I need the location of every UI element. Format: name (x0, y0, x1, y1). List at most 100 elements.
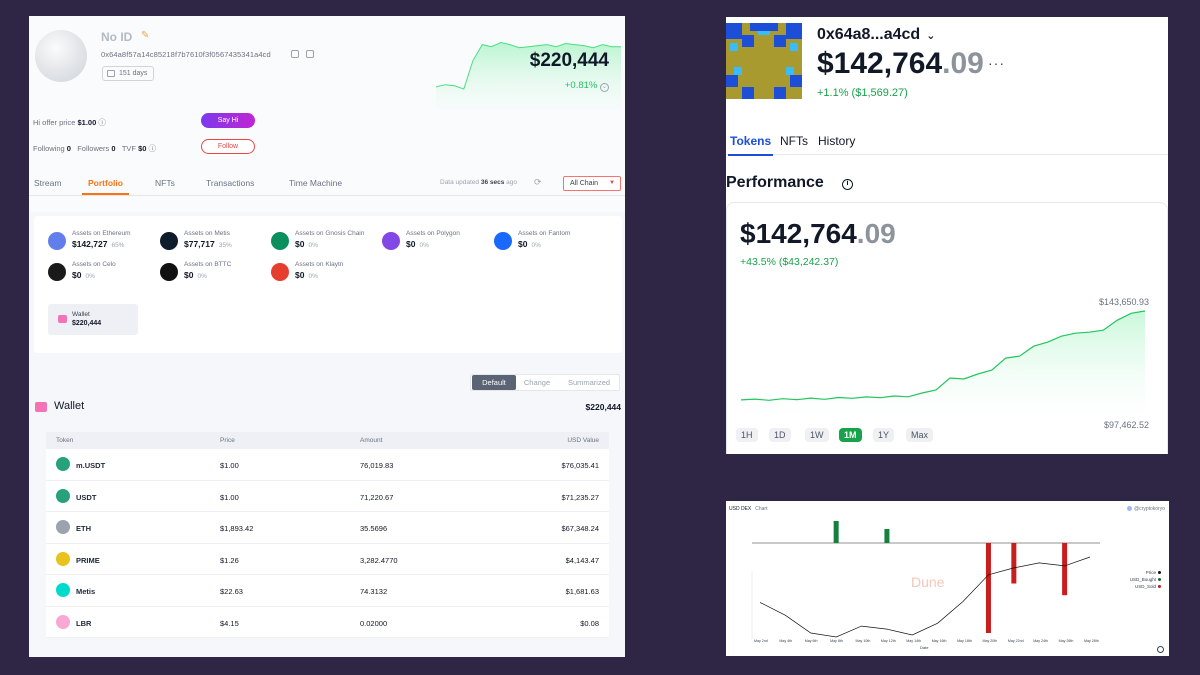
hi-offer-price: Hi offer price $1.00 ⓘ (33, 118, 106, 127)
wallet-summary-box[interactable]: Wallet $220,444 (48, 304, 138, 335)
table-row[interactable]: USDT $1.00 71,220.67 $71,235.27 (46, 480, 609, 512)
token-icon (56, 520, 70, 534)
chevron-down-icon[interactable]: ⌄ (600, 83, 609, 92)
token-icon (56, 488, 70, 503)
performance-balance: $142,764.09 (740, 218, 896, 249)
x-tick-label: May 2nd (754, 639, 768, 643)
chain-select[interactable]: All Chain ▼ (563, 176, 621, 191)
table-row[interactable]: m.USDT $1.00 76,019.83 $76,035.41 (46, 449, 609, 481)
wallet-address: 0x64a8f57a14c85218f7b7610f3f0567435341a4… (101, 50, 271, 59)
copy-icon[interactable] (291, 50, 299, 58)
performance-change: +43.5% ($43,242.37) (740, 256, 839, 268)
x-tick-label: May 6th (805, 639, 818, 643)
range-1y[interactable]: 1Y (873, 428, 895, 442)
follow-button[interactable]: Follow (201, 139, 255, 154)
qr-code-icon[interactable] (306, 50, 314, 58)
gnosis-icon (271, 232, 289, 250)
refresh-icon[interactable]: ⟳ (534, 177, 542, 187)
view-default[interactable]: Default (472, 375, 516, 390)
tab-time-machine[interactable]: Time Machine (289, 178, 343, 188)
x-tick-label: May 8th (830, 639, 843, 643)
range-max[interactable]: Max (906, 428, 934, 442)
wallet-title: Wallet (54, 400, 85, 412)
wallet-avatar (726, 23, 802, 99)
token-table: Token Price Amount USD Value m.USDT $1.00… (46, 432, 609, 638)
range-1d[interactable]: 1D (769, 428, 791, 442)
legend-usd-sold: USD_Sold (1130, 583, 1161, 590)
chart-low-label: $97,462.52 (1103, 420, 1149, 430)
celo-icon (48, 263, 66, 281)
x-tick-label: May 18th (957, 639, 972, 643)
profile-tabs: Stream Portfolio NFTs Transactions Time … (29, 172, 625, 196)
view-change[interactable]: Change (523, 378, 551, 387)
net-worth-sparkline (436, 41, 621, 110)
token-icon (56, 457, 70, 471)
range-1w[interactable]: 1W (805, 428, 829, 442)
ethereum-icon (48, 232, 66, 250)
legend-usd-bought: USD_Bought (1130, 576, 1161, 583)
range-1h[interactable]: 1H (736, 428, 758, 442)
tab-tokens[interactable]: Tokens (727, 134, 774, 156)
x-tick-label: May 10th (856, 639, 871, 643)
polygon-icon (382, 232, 400, 250)
token-icon (56, 551, 70, 566)
chart-high-label: $143,650.93 (1098, 297, 1149, 307)
token-icon (56, 614, 70, 629)
performance-title: Performance (726, 174, 824, 191)
fantom-icon (494, 232, 512, 250)
net-worth-change: +0.81% ⌄ (564, 80, 609, 92)
x-tick-label: May 24th (1033, 639, 1048, 643)
bttc-icon (160, 263, 178, 281)
dune-chart-panel: USD DEX Chart @cryptokoryo Dune Date May … (726, 501, 1169, 656)
tab-history[interactable]: History (818, 134, 856, 148)
wallet-tabs: Tokens NFTs History (726, 127, 1168, 156)
wallet-icon (58, 315, 67, 323)
expand-icon[interactable] (1157, 646, 1164, 653)
usd-sold-bar (1011, 543, 1017, 584)
usd-bought-bar (833, 521, 839, 543)
tab-portfolio[interactable]: Portfolio (82, 178, 129, 195)
usd-bought-bar (884, 529, 890, 543)
say-hi-button[interactable]: Say Hi (201, 113, 255, 128)
profile-header: No ID ✎ 0x64a8f57a14c85218f7b7610f3f0567… (29, 16, 625, 212)
x-axis-label: Date (920, 645, 929, 650)
x-tick-label: May 12th (881, 639, 896, 643)
portfolio-panel: No ID ✎ 0x64a8f57a14c85218f7b7610f3f0567… (29, 16, 625, 657)
table-row[interactable]: LBR $4.15 0.02000 $0.08 (46, 606, 609, 638)
dune-chart: Dune Date May 2nd May 4th May 6th May 8th Ma… (751, 521, 1100, 650)
view-summarized[interactable]: Summarized (567, 378, 611, 387)
x-tick-label: May 20th (982, 639, 997, 643)
table-row[interactable]: Metis $22.63 74.3132 $1,681.63 (46, 575, 609, 607)
data-updated: Data updated 36 secs ago (440, 179, 518, 186)
view-mode-toggle: Default Change Summarized (470, 374, 620, 391)
range-1m[interactable]: 1M (839, 428, 862, 442)
dune-author[interactable]: @cryptokoryo (1127, 506, 1165, 512)
table-row[interactable]: ETH $1,893.42 35.5696 $67,348.24 (46, 512, 609, 544)
chain-assets-card: Assets on Ethereum $142,727 65% Assets on … (34, 216, 622, 353)
social-stats: Following 0 Followers 0 TVF $0 ⓘ (33, 144, 157, 153)
more-icon[interactable]: ··· (988, 55, 1005, 71)
table-row[interactable]: PRIME $1.26 3,282.4770 $4,143.47 (46, 543, 609, 575)
help-icon: ⓘ (98, 118, 106, 127)
tab-stream[interactable]: Stream (34, 178, 62, 188)
calendar-icon (107, 70, 115, 77)
tab-nfts[interactable]: NFTs (155, 178, 175, 188)
tab-nfts[interactable]: NFTs (780, 134, 808, 148)
x-tick-label: May 4th (779, 639, 792, 643)
edit-icon[interactable]: ✎ (141, 30, 150, 41)
info-icon[interactable]: i (842, 179, 853, 190)
net-worth: $220,444 (529, 50, 609, 71)
performance-card: $142,764.09 +43.5% ($43,242.37) $143,650… (726, 202, 1168, 454)
wallet-icon (35, 402, 47, 412)
account-age-badge: 151 days (102, 66, 155, 81)
tab-transactions[interactable]: Transactions (206, 178, 255, 188)
wallet-address-select[interactable]: 0x64a8...a4cd ⌄ (817, 26, 936, 43)
wallet-change: +1.1% ($1,569.27) (817, 87, 908, 99)
table-header: Token Price Amount USD Value (46, 432, 609, 449)
wallet-total: $220,444 (585, 402, 621, 412)
performance-chart[interactable] (741, 289, 1155, 419)
help-icon: ⓘ (148, 144, 157, 153)
klaytn-icon (271, 263, 289, 281)
x-tick-label: May 26th (1059, 639, 1074, 643)
dune-legend: Price USD_Bought USD_Sold (1130, 569, 1161, 590)
